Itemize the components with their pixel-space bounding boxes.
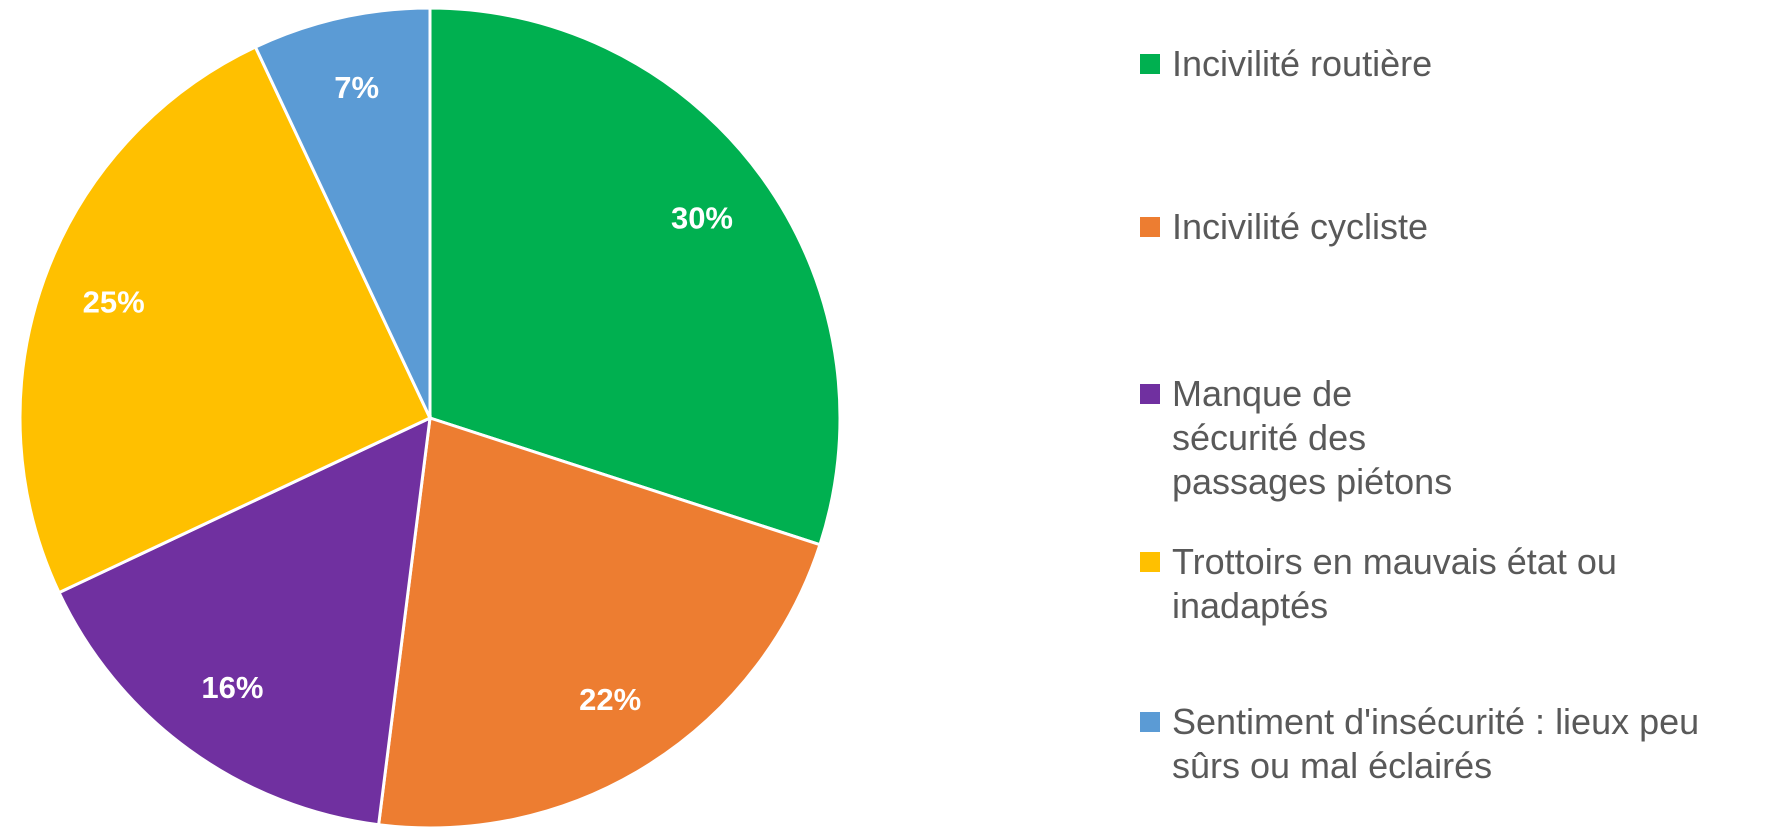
data-label: 16% bbox=[201, 670, 263, 705]
pie-slice bbox=[253, 6, 432, 419]
data-label: 25% bbox=[83, 284, 145, 319]
pie-slice bbox=[428, 6, 842, 547]
pie-slice bbox=[18, 45, 432, 595]
legend-label: Trottoirs en mauvais état ou inadaptés bbox=[1172, 541, 1617, 626]
data-label: 22% bbox=[579, 682, 641, 717]
legend-label: Manque de sécurité des passages piétons bbox=[1172, 373, 1453, 502]
pie-area: 30% 22% 16% 25% 7% bbox=[18, 6, 842, 829]
pie-slice bbox=[57, 415, 432, 827]
legend-swatch bbox=[1140, 712, 1160, 732]
data-label: 7% bbox=[334, 70, 379, 105]
legend-entry: Incivilité cycliste bbox=[1140, 205, 1762, 249]
legend-entry: Sentiment d'insécurité : lieux peu sûrs … bbox=[1140, 700, 1762, 788]
legend-label: Sentiment d'insécurité : lieux peu sûrs … bbox=[1172, 701, 1700, 786]
legend-swatch bbox=[1140, 54, 1160, 74]
legend-label: Incivilité cycliste bbox=[1172, 206, 1429, 247]
pie-slice bbox=[376, 416, 822, 829]
legend-entry: Incivilité routière bbox=[1140, 42, 1762, 86]
legend-entry: Manque de sécurité des passages piétons bbox=[1140, 372, 1472, 504]
legend-entry: Trottoirs en mauvais état ou inadaptés bbox=[1140, 540, 1762, 628]
legend-label: Incivilité routière bbox=[1172, 43, 1433, 84]
legend-swatch bbox=[1140, 217, 1160, 237]
legend-swatch bbox=[1140, 384, 1160, 404]
data-label: 30% bbox=[671, 201, 733, 236]
legend-swatch bbox=[1140, 552, 1160, 572]
